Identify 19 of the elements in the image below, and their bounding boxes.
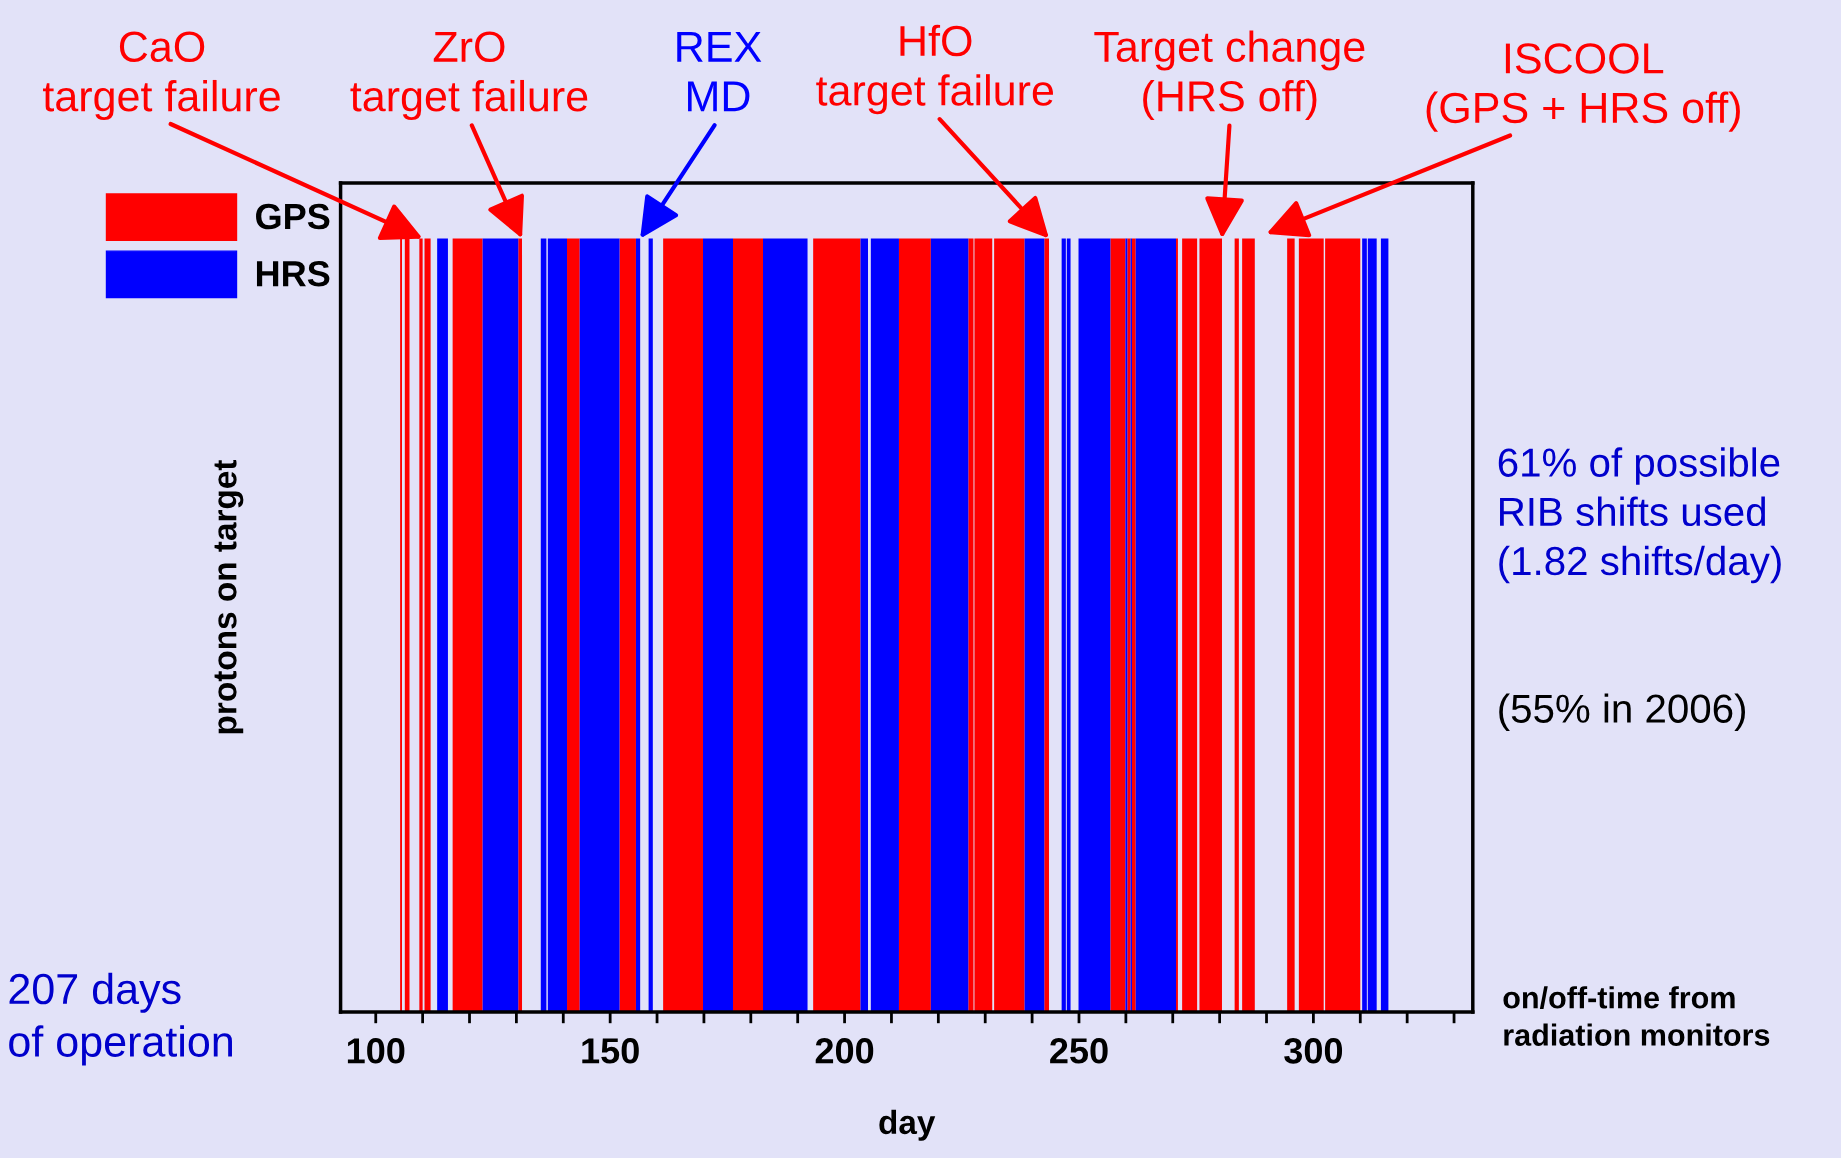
- text: 207 days of operation: [9, 972, 232, 1066]
- legend-label: GPS: [256, 203, 330, 230]
- x-axis-title: day: [879, 1109, 936, 1141]
- x-tick-label: 250: [1050, 1038, 1108, 1064]
- x-tick-label: 150: [582, 1038, 639, 1064]
- text: on/off-time from radiation monitors: [1503, 986, 1770, 1046]
- text: Target change (HRS off): [1094, 30, 1365, 121]
- text: (55% in 2006): [1499, 693, 1746, 731]
- text: ISCOOL (GPS + HRS off): [1426, 43, 1740, 132]
- text: REX MD: [677, 32, 762, 112]
- x-tick-label: 200: [815, 1038, 874, 1064]
- text: ZrO target failure: [350, 31, 588, 121]
- text: HfO target failure: [816, 24, 1053, 115]
- text: 61% of possible RIB shifts used (1.82 shifts/day): [1498, 447, 1781, 584]
- text: CaO target failure: [43, 31, 280, 121]
- legend-label: HRS: [256, 260, 330, 287]
- y-axis-title: protons on target: [214, 459, 244, 734]
- x-tick-label: 300: [1284, 1038, 1343, 1064]
- x-tick-label: 100: [347, 1038, 405, 1064]
